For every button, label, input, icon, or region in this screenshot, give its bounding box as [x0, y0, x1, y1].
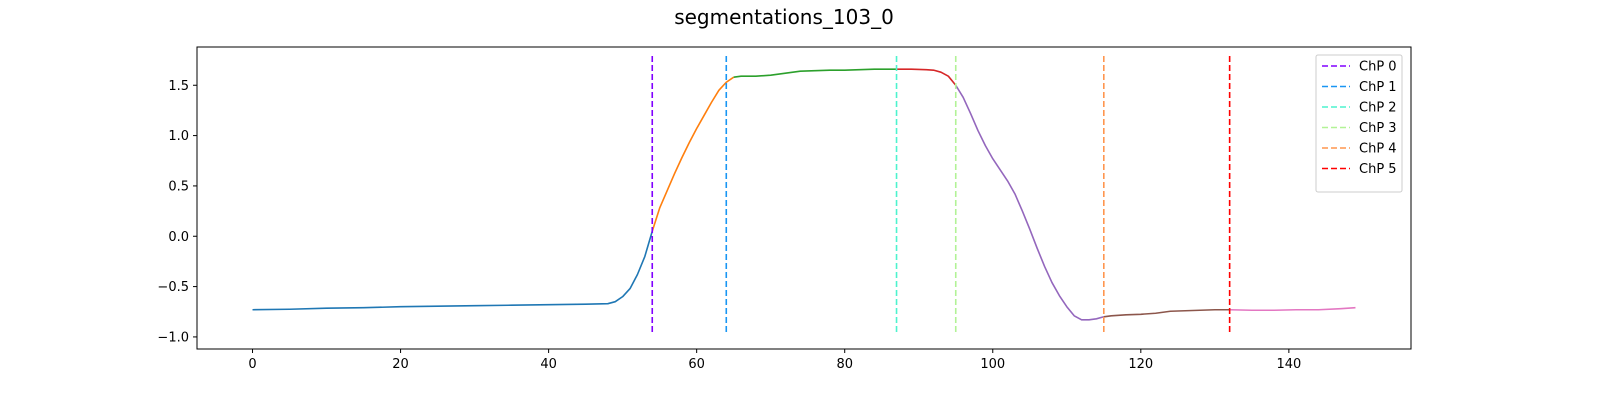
legend-label-4: ChP 4 — [1359, 142, 1397, 157]
legend-label-3: ChP 3 — [1359, 121, 1397, 136]
x-tick-label: 80 — [836, 357, 853, 372]
chart-title: segmentations_103_0 — [674, 5, 894, 29]
x-tick-label: 120 — [1128, 357, 1153, 372]
y-tick-label: −0.5 — [157, 280, 189, 295]
legend-box — [1315, 54, 1403, 193]
segment-line-1 — [651, 76, 735, 232]
signal-segments — [252, 68, 1356, 321]
x-tick-label: 140 — [1276, 357, 1301, 372]
x-tick-label: 40 — [540, 357, 557, 372]
segment-line-3 — [896, 68, 957, 86]
legend-label-5: ChP 5 — [1359, 162, 1397, 177]
segment-line-6 — [1229, 306, 1356, 312]
y-tick-label: 0.0 — [168, 230, 189, 245]
legend-label-1: ChP 1 — [1359, 80, 1397, 95]
changepoint-lines — [651, 56, 1231, 333]
x-tick-label: 0 — [248, 357, 256, 372]
x-tick-label: 20 — [392, 357, 409, 372]
x-tick-label: 60 — [688, 357, 705, 372]
segment-line-2 — [733, 68, 897, 78]
segment-line-4 — [955, 84, 1105, 321]
legend-label-0: ChP 0 — [1359, 60, 1397, 75]
plot-frame — [196, 46, 1412, 350]
y-tick-label: 1.5 — [168, 79, 189, 94]
legend: ChP 0 ChP 1 ChP 2 ChP 3 ChP 4 ChP 5 — [1315, 54, 1403, 193]
y-tick-label: 0.5 — [168, 179, 189, 194]
segment-line-0 — [252, 230, 654, 311]
x-tick-label: 100 — [980, 357, 1005, 372]
legend-label-2: ChP 2 — [1359, 101, 1397, 116]
y-tick-label: −1.0 — [157, 330, 189, 345]
axis-ticks: 0 20 40 60 80 100 120 140 −1.0 −0.5 0.0 0.5 1.0 1.5 — [157, 79, 1301, 372]
segment-line-5 — [1103, 308, 1230, 318]
y-tick-label: 1.0 — [168, 129, 189, 144]
